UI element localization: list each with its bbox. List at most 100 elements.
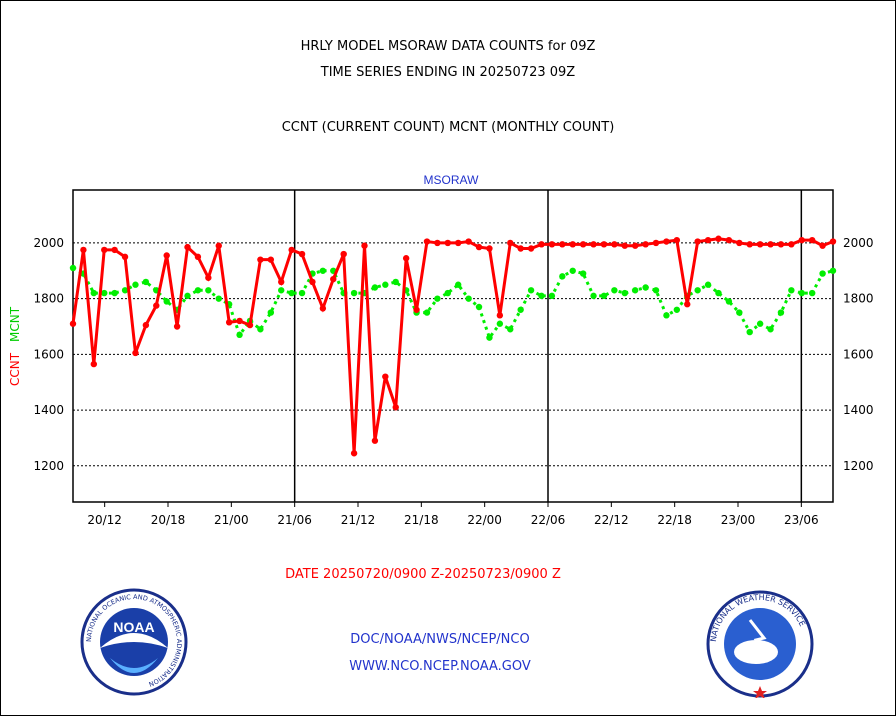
- page-title: HRLY MODEL MSORAW DATA COUNTS for 09Z: [300, 39, 596, 54]
- x-tick-label: 22/06: [531, 513, 566, 527]
- data-point-ccnt: [111, 246, 118, 254]
- x-tick-label: 21/06: [277, 513, 312, 527]
- data-point-mcnt: [829, 267, 837, 274]
- y-axis-label-ccnt: CCNT: [8, 352, 22, 386]
- data-point-ccnt: [777, 241, 785, 248]
- data-point-ccnt: [330, 275, 337, 283]
- data-point-ccnt: [621, 242, 628, 249]
- data-point-ccnt: [600, 241, 608, 248]
- nws-seal-icon: NATIONAL WEATHER SERVICE: [706, 590, 814, 698]
- data-point-mcnt: [111, 289, 118, 297]
- data-point-ccnt: [808, 236, 816, 244]
- data-point-ccnt: [194, 253, 202, 261]
- data-point-mcnt: [736, 309, 743, 316]
- data-point-mcnt: [205, 287, 212, 294]
- data-point-mcnt: [694, 287, 701, 294]
- data-point-ccnt: [225, 319, 233, 326]
- y-tick-label-left: 2000: [33, 236, 64, 250]
- page-subtitle: TIME SERIES ENDING IN 20250723 09Z: [320, 65, 576, 80]
- y-tick-label-left: 1600: [33, 347, 64, 361]
- data-point-mcnt: [121, 287, 129, 294]
- data-point-ccnt: [475, 243, 483, 251]
- data-point-mcnt: [746, 328, 753, 336]
- y-tick-label-right: 2000: [843, 236, 874, 250]
- footer-url[interactable]: WWW.NCO.NCEP.NOAA.GOV: [349, 659, 531, 674]
- data-point-ccnt: [423, 238, 431, 245]
- data-point-mcnt: [579, 270, 587, 277]
- data-point-ccnt: [642, 241, 649, 248]
- y-tick-label-right: 1400: [843, 403, 874, 417]
- footer-org: DOC/NOAA/NWS/NCEP/NCO: [350, 632, 530, 647]
- data-point-ccnt: [798, 236, 805, 244]
- data-point-mcnt: [652, 287, 660, 294]
- data-point-ccnt: [163, 252, 170, 259]
- data-point-ccnt: [631, 242, 639, 249]
- data-point-ccnt: [350, 450, 358, 457]
- data-point-mcnt: [819, 270, 826, 277]
- data-point-ccnt: [121, 253, 129, 261]
- data-point-mcnt: [517, 306, 524, 313]
- data-point-mcnt: [673, 306, 681, 313]
- data-point-ccnt: [756, 241, 764, 248]
- data-point-ccnt: [382, 373, 389, 380]
- y-tick-label-right: 1200: [843, 459, 874, 473]
- y-tick-label-left: 1200: [33, 459, 64, 473]
- data-point-mcnt: [288, 289, 295, 297]
- data-point-ccnt: [673, 236, 681, 244]
- data-point-ccnt: [101, 246, 108, 254]
- chart-axes: 20/12 20/18 21/00 21/06 21/12 21/18 22/00 22/06…: [72, 189, 834, 527]
- data-point-mcnt: [559, 273, 566, 280]
- data-point-mcnt: [278, 287, 285, 294]
- data-point-ccnt: [538, 241, 545, 248]
- data-point-mcnt: [600, 292, 608, 300]
- x-tick-label: 23/06: [784, 513, 819, 527]
- data-point-mcnt: [444, 289, 451, 297]
- x-tick-label: 21/12: [341, 513, 376, 527]
- data-point-ccnt: [215, 242, 222, 249]
- chart-grid: 1200 1200 1400 1400 1600 1600 1800 1800 2000 2000: [33, 236, 873, 473]
- noaa-seal-icon: NOAA NATIONAL OCEANIC AND ATMOSPHERIC AD…: [80, 588, 188, 696]
- data-point-mcnt: [236, 331, 243, 339]
- plot-frame: [72, 189, 834, 503]
- y-tick-label-right: 1600: [843, 347, 874, 361]
- data-point-mcnt: [611, 287, 618, 294]
- data-point-ccnt: [278, 278, 285, 286]
- noaa-seal-text: NOAA: [113, 619, 154, 635]
- data-point-mcnt: [642, 284, 649, 291]
- data-point-mcnt: [455, 281, 462, 288]
- data-point-mcnt: [486, 334, 493, 341]
- data-point-mcnt: [548, 292, 556, 300]
- x-tick-label: 21/18: [404, 513, 439, 527]
- data-point-mcnt: [163, 298, 170, 305]
- data-point-ccnt: [361, 242, 368, 249]
- data-point-ccnt: [80, 246, 87, 254]
- data-point-ccnt: [69, 320, 77, 327]
- data-point-ccnt: [590, 241, 597, 248]
- data-point-ccnt: [496, 312, 504, 319]
- data-point-ccnt: [736, 239, 743, 247]
- data-point-mcnt: [496, 320, 504, 327]
- data-point-mcnt: [798, 289, 805, 297]
- data-point-mcnt: [715, 289, 722, 297]
- data-point-mcnt: [663, 312, 670, 319]
- data-point-ccnt: [371, 437, 379, 444]
- data-point-ccnt: [288, 246, 295, 254]
- data-point-mcnt: [465, 295, 472, 302]
- data-point-ccnt: [309, 278, 316, 286]
- data-point-ccnt: [153, 302, 160, 309]
- data-point-ccnt: [559, 241, 566, 248]
- series-line-mcnt: [72, 266, 834, 341]
- data-point-mcnt: [194, 287, 202, 294]
- data-point-ccnt: [173, 323, 181, 330]
- data-point-ccnt: [465, 238, 472, 245]
- series-mcnt: [69, 264, 837, 341]
- data-point-ccnt: [236, 317, 243, 325]
- data-point-mcnt: [788, 287, 795, 294]
- data-point-mcnt: [423, 309, 431, 316]
- series-line-ccnt: [71, 237, 834, 454]
- data-point-mcnt: [527, 287, 535, 294]
- data-point-ccnt: [569, 241, 576, 248]
- data-point-ccnt: [340, 250, 347, 258]
- data-point-ccnt: [715, 235, 722, 242]
- data-point-mcnt: [569, 267, 576, 274]
